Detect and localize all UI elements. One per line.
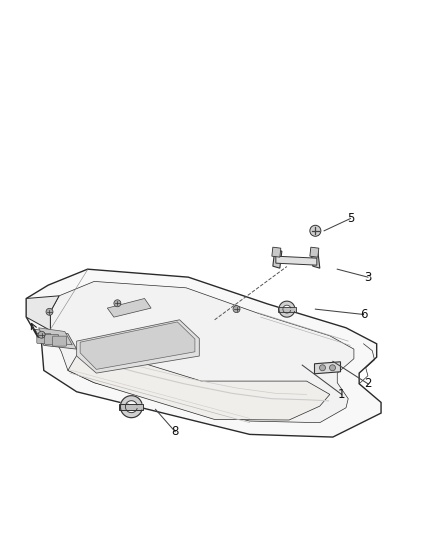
Polygon shape [26,296,59,330]
Polygon shape [35,329,77,349]
Circle shape [38,331,45,338]
FancyBboxPatch shape [53,336,67,346]
Circle shape [329,365,336,371]
Circle shape [46,308,53,316]
Polygon shape [68,348,330,420]
Polygon shape [278,306,296,312]
Text: 3: 3 [364,271,371,284]
Circle shape [114,300,121,307]
Text: 1: 1 [338,388,346,401]
Polygon shape [107,298,151,317]
Polygon shape [311,249,320,268]
Polygon shape [77,320,199,373]
Polygon shape [310,247,319,257]
Polygon shape [39,328,72,345]
Text: 6: 6 [360,308,367,321]
FancyBboxPatch shape [37,334,51,343]
Polygon shape [279,301,294,317]
Circle shape [319,365,325,371]
Polygon shape [314,362,340,374]
Polygon shape [26,269,381,437]
Text: 5: 5 [347,212,354,225]
Polygon shape [80,322,195,369]
Polygon shape [120,403,143,410]
Text: 2: 2 [364,377,372,390]
FancyBboxPatch shape [45,335,59,344]
Circle shape [233,305,240,313]
Polygon shape [272,247,281,257]
Polygon shape [120,395,142,418]
Polygon shape [50,281,354,423]
Circle shape [310,225,321,236]
Text: 8: 8 [172,425,179,438]
Polygon shape [276,256,317,265]
Polygon shape [273,249,282,268]
